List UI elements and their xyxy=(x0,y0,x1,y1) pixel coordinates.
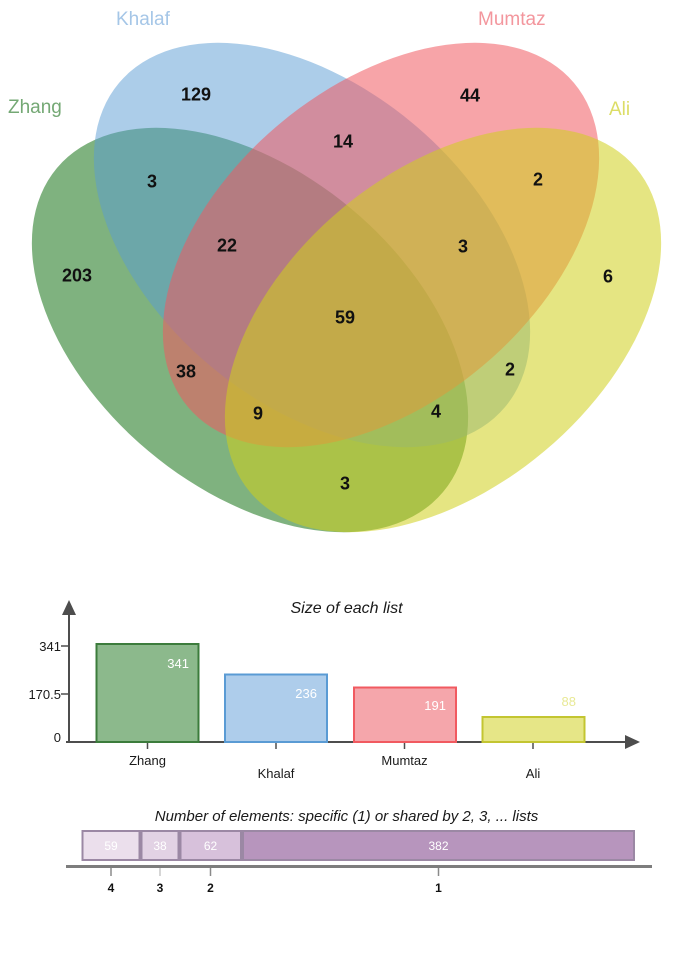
venn-region-count-khalaf-mumtaz-ali[interactable]: 3 xyxy=(457,236,469,257)
segment-value-3: 38 xyxy=(153,839,167,853)
segment-2-lists[interactable] xyxy=(179,830,242,861)
x-label-mumtaz: Mumtaz xyxy=(381,753,428,768)
segment-1-list[interactable] xyxy=(242,830,635,861)
venn-region-count-mumtaz-ali[interactable]: 2 xyxy=(532,169,544,190)
x-label-khalaf: Khalaf xyxy=(257,766,295,781)
segment-axis-label-2: 2 xyxy=(207,881,214,895)
venn-region-count-ali[interactable]: 6 xyxy=(602,266,614,287)
segment-3-lists[interactable] xyxy=(140,830,180,861)
size-chart-title: Size of each list xyxy=(290,600,403,617)
y-tick-label-170.5: 170.5 xyxy=(28,687,61,702)
bar-zhang[interactable] xyxy=(95,643,200,743)
venn-region-count-mumtaz[interactable]: 44 xyxy=(459,85,481,106)
x-label-ali: Ali xyxy=(525,766,541,781)
venn-set-label-khalaf: Khalaf xyxy=(116,9,170,30)
bar-mumtaz[interactable] xyxy=(353,686,457,743)
segment-4-lists[interactable] xyxy=(81,830,141,861)
venn-set-label-mumtaz: Mumtaz xyxy=(478,9,546,30)
bar-value-mumtaz: 191 xyxy=(424,698,446,713)
venn-ellipse-ali[interactable] xyxy=(148,47,693,613)
x-label-zhang: Zhang xyxy=(129,753,166,768)
venn-region-count-zhang-khalaf-mumtaz[interactable]: 22 xyxy=(216,235,238,256)
segment-axis-label-1: 1 xyxy=(435,881,442,895)
shared-chart-title: Number of elements: specific (1) or shar… xyxy=(154,808,539,825)
venn-region-count-khalaf-ali[interactable]: 2 xyxy=(504,359,516,380)
x-axis-arrowhead xyxy=(625,735,640,749)
segment-axis-label-4: 4 xyxy=(107,881,115,895)
venn-set-label-zhang: Zhang xyxy=(8,97,62,118)
venn-region-count-zhang-mumtaz-ali[interactable]: 9 xyxy=(252,403,264,424)
bar-khalaf[interactable] xyxy=(224,673,328,743)
y-tick-label-0: 0 xyxy=(53,730,61,745)
venn-region-count-khalaf[interactable]: 129 xyxy=(180,84,212,105)
bar-value-khalaf: 236 xyxy=(295,686,317,701)
venn-region-count-khalaf-mumtaz[interactable]: 14 xyxy=(332,131,354,152)
bar-value-ali: 88 xyxy=(561,694,576,709)
bar-ali[interactable] xyxy=(481,716,586,743)
bar-value-zhang: 341 xyxy=(167,656,189,671)
venn-set-label-ali: Ali xyxy=(609,99,631,120)
venn-region-count-zhang-ali[interactable]: 3 xyxy=(339,473,351,494)
y-tick-label-341: 341 xyxy=(39,639,61,654)
venn-region-count-all-four[interactable]: 59 xyxy=(334,307,356,328)
venn-region-count-zhang[interactable]: 203 xyxy=(61,265,93,286)
segment-value-4: 59 xyxy=(104,839,118,853)
stacked-axis-line xyxy=(66,865,652,868)
venn-region-count-zhang-khalaf[interactable]: 3 xyxy=(146,171,158,192)
venn-region-count-zhang-khalaf-ali[interactable]: 4 xyxy=(430,401,442,422)
segment-value-1: 382 xyxy=(428,839,449,853)
segment-axis-label-3: 3 xyxy=(156,881,164,895)
segment-value-2: 62 xyxy=(203,839,218,853)
venn-region-count-zhang-mumtaz[interactable]: 38 xyxy=(175,361,197,382)
y-axis-arrowhead xyxy=(62,600,76,615)
